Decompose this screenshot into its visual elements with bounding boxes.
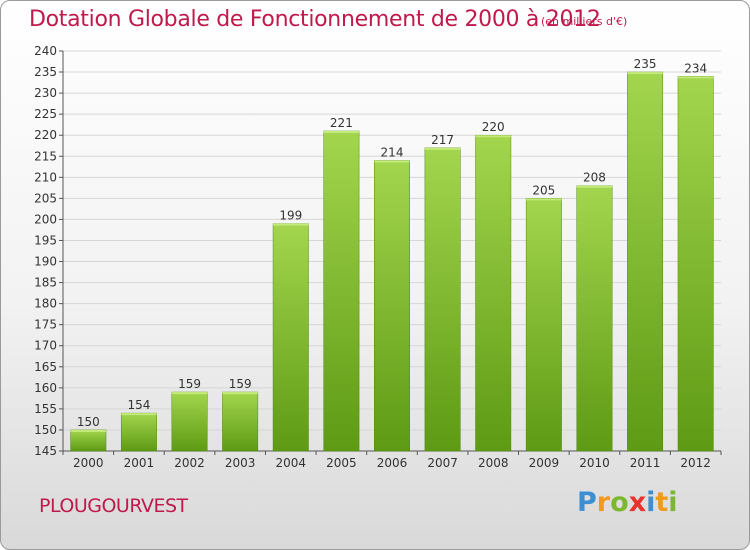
x-tick-label: 2009: [529, 456, 560, 470]
x-tick-label: 2006: [377, 456, 408, 470]
value-label-2003: 159: [229, 377, 252, 391]
logo-letter: i: [668, 487, 678, 518]
logo-letter: i: [646, 487, 656, 518]
y-tick-label: 155: [34, 402, 57, 416]
y-tick-label: 220: [34, 128, 57, 142]
value-label-2012: 234: [684, 61, 707, 75]
y-tick-label: 180: [34, 297, 57, 311]
bar-2004: [272, 223, 309, 452]
value-label-2007: 217: [431, 133, 454, 147]
commune-name: PLOUGOURVEST: [39, 495, 188, 517]
bar-highlight: [677, 76, 714, 79]
bar-2000: [70, 429, 107, 452]
y-tick-label: 145: [34, 444, 57, 458]
y-tick-label: 185: [34, 276, 57, 290]
bar-highlight: [222, 392, 258, 395]
value-label-2002: 159: [178, 377, 201, 391]
bars: [70, 71, 714, 452]
y-tick-label: 200: [34, 212, 57, 226]
y-tick-label: 165: [34, 360, 57, 374]
y-tick-label: 225: [34, 107, 57, 121]
bar-highlight: [526, 198, 562, 201]
y-tick-label: 170: [34, 339, 57, 353]
y-tick-label: 240: [34, 44, 57, 58]
bar-highlight: [323, 131, 360, 133]
bar-2002: [171, 391, 208, 452]
bar-highlight: [121, 413, 157, 416]
bar-2007: [424, 147, 461, 452]
bar-highlight: [70, 429, 107, 432]
bar-highlight: [475, 135, 511, 138]
y-tick-label: 150: [34, 423, 57, 437]
x-tick-label: 2010: [579, 456, 610, 470]
value-label-2005: 221: [330, 116, 353, 130]
value-label-2011: 235: [634, 57, 657, 71]
value-label-2004: 199: [279, 209, 302, 223]
bar-2009: [525, 198, 562, 452]
value-labels: 150 154 159 159 199 221 214 217 220 205 208 235 234: [77, 57, 707, 429]
y-tick-label: 190: [34, 255, 57, 269]
value-label-2006: 214: [381, 145, 404, 159]
logo-letter: x: [628, 487, 647, 518]
y-tick-label: 195: [34, 233, 57, 247]
x-tick-label: 2002: [174, 456, 205, 470]
x-tick-label: 2012: [680, 456, 711, 470]
bar-2005: [323, 130, 360, 452]
x-tick-label: 2008: [478, 456, 509, 470]
bar-2010: [576, 185, 613, 452]
x-tick-label: 2001: [124, 456, 155, 470]
logo-letter: P: [577, 487, 597, 518]
value-label-2008: 220: [482, 120, 505, 134]
logo-letter: o: [610, 487, 629, 518]
y-tick-label: 230: [34, 86, 57, 100]
value-label-2010: 208: [583, 171, 606, 185]
bar-2003: [222, 391, 259, 452]
logo-letter: t: [655, 487, 669, 518]
x-tick-labels: 2000 2001 2002 2003 2004 2005 2006 2007 2008 2009…: [73, 456, 711, 470]
y-tick-label: 160: [34, 381, 57, 395]
chart-unit: (en milliers d'€): [541, 15, 628, 28]
x-tick-label: 2011: [630, 456, 661, 470]
bar-2008: [475, 134, 512, 452]
bar-highlight: [374, 160, 410, 163]
value-label-2000: 150: [77, 415, 100, 429]
y-tick-label: 175: [34, 318, 57, 332]
x-tick-label: 2003: [225, 456, 256, 470]
bar-2001: [120, 412, 157, 452]
chart-title: Dotation Globale de Fonctionnement de 20…: [29, 7, 601, 32]
logo-letter: r: [596, 487, 611, 518]
y-tick-label: 235: [34, 65, 57, 79]
x-tick-label: 2004: [275, 456, 306, 470]
x-tick-label: 2000: [73, 456, 104, 470]
value-label-2001: 154: [127, 398, 150, 412]
bar-2006: [374, 160, 410, 452]
x-tick-label: 2007: [427, 456, 458, 470]
bar-2012: [677, 76, 714, 452]
y-tick-label: 205: [34, 191, 57, 205]
bar-highlight: [576, 185, 613, 188]
y-tick-label: 210: [34, 170, 57, 184]
y-tick-label: 215: [34, 149, 57, 163]
value-label-2009: 205: [532, 183, 555, 197]
bar-highlight: [627, 72, 663, 75]
bar-highlight: [424, 147, 461, 150]
x-tick-label: 2005: [326, 456, 357, 470]
bar-2011: [627, 71, 664, 452]
bar-highlight: [171, 392, 208, 395]
proxiti-logo: Proxiti: [577, 487, 678, 518]
y-tick-labels: 145 150 155 160 165 170 175 180 185 190 195 200 205 2…: [34, 44, 57, 458]
bar-highlight: [273, 223, 309, 226]
